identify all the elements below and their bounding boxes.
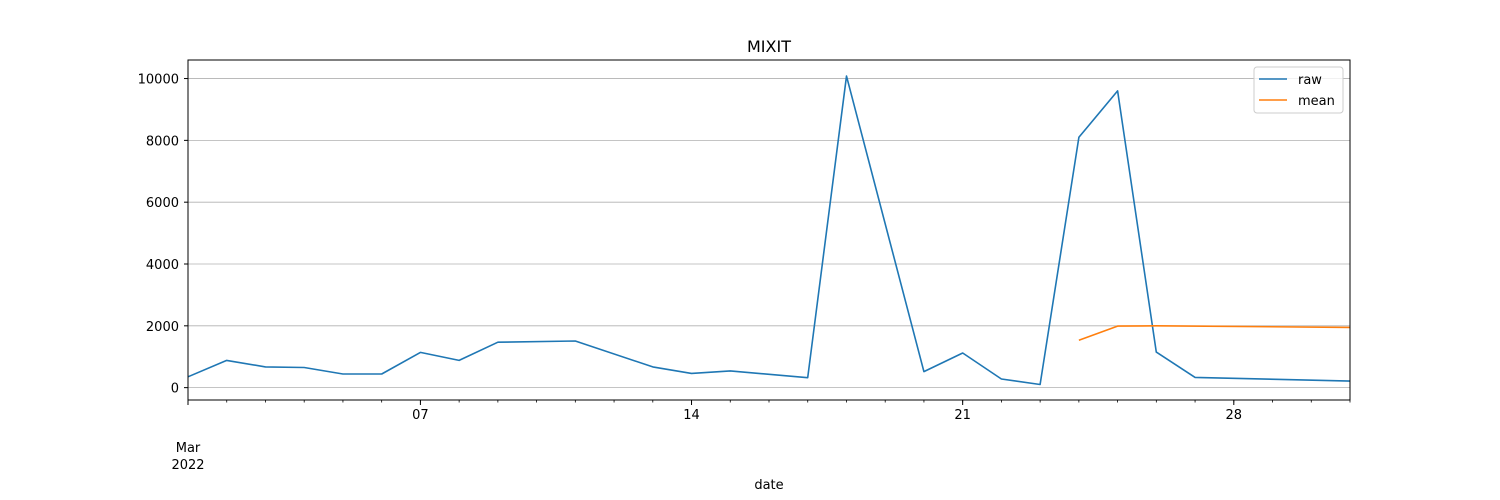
grid-lines bbox=[188, 78, 1350, 389]
y-tick-label: 0 bbox=[171, 382, 179, 397]
x-axis: Mar 2022 07 14 21 28 bbox=[171, 400, 1351, 473]
x-tick-label-year: 2022 bbox=[171, 458, 204, 473]
x-tick-label: 14 bbox=[683, 408, 700, 423]
y-tick-label: 4000 bbox=[146, 258, 179, 273]
plot-frame bbox=[187, 59, 1351, 401]
x-tick-label: 21 bbox=[954, 408, 971, 423]
legend-label-raw: raw bbox=[1298, 73, 1322, 88]
x-tick-label: 07 bbox=[412, 408, 429, 423]
chart-title: MIXIT bbox=[747, 37, 791, 56]
y-axis: 0 2000 4000 6000 8000 10000 bbox=[138, 73, 188, 397]
y-tick-label: 8000 bbox=[146, 134, 179, 149]
x-axis-label: date bbox=[754, 478, 783, 493]
plot-area bbox=[187, 75, 1351, 386]
legend: raw mean bbox=[1253, 66, 1344, 114]
y-tick-label: 2000 bbox=[146, 320, 179, 335]
y-tick-label: 6000 bbox=[146, 196, 179, 211]
series-line-raw bbox=[187, 75, 1351, 386]
x-tick-label: Mar bbox=[176, 441, 201, 456]
series-line-mean bbox=[1078, 324, 1351, 342]
x-tick-label: 28 bbox=[1226, 408, 1243, 423]
y-tick-label: 10000 bbox=[138, 73, 179, 88]
legend-label-mean: mean bbox=[1298, 94, 1335, 109]
